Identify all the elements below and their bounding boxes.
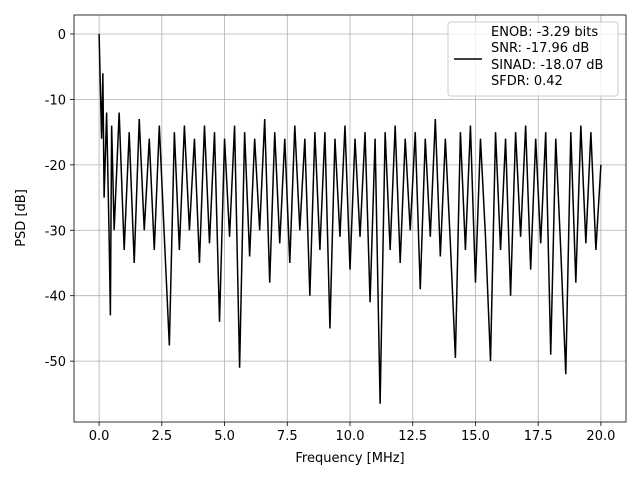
- x-tick-label: 15.0: [461, 429, 490, 444]
- y-tick-label: -10: [45, 93, 66, 108]
- y-axis-label: PSD [dB]: [14, 189, 29, 247]
- x-tick-label: 17.5: [524, 429, 553, 444]
- y-tick-label: -50: [45, 355, 66, 370]
- x-tick-label: 2.5: [151, 429, 172, 444]
- x-tick-label: 5.0: [214, 429, 235, 444]
- x-tick-label: 10.0: [336, 429, 365, 444]
- line-series: [98, 33, 602, 404]
- legend-label: ENOB: -3.29 bits SNR: -17.96 dB SINAD: -…: [491, 25, 604, 89]
- y-tick-label: 0: [58, 28, 66, 43]
- plot-frame: [73, 14, 627, 423]
- x-tick-label: 0.0: [89, 429, 110, 444]
- x-tick-label: 7.5: [277, 429, 298, 444]
- y-tick-label: -30: [45, 224, 66, 239]
- y-tick-label: -20: [45, 159, 66, 174]
- x-tick-label: 12.5: [398, 429, 427, 444]
- legend-box: [447, 21, 619, 97]
- x-axis-label: Frequency [MHz]: [295, 451, 404, 466]
- y-tick-label: -40: [45, 290, 66, 305]
- x-tick-label: 20.0: [586, 429, 615, 444]
